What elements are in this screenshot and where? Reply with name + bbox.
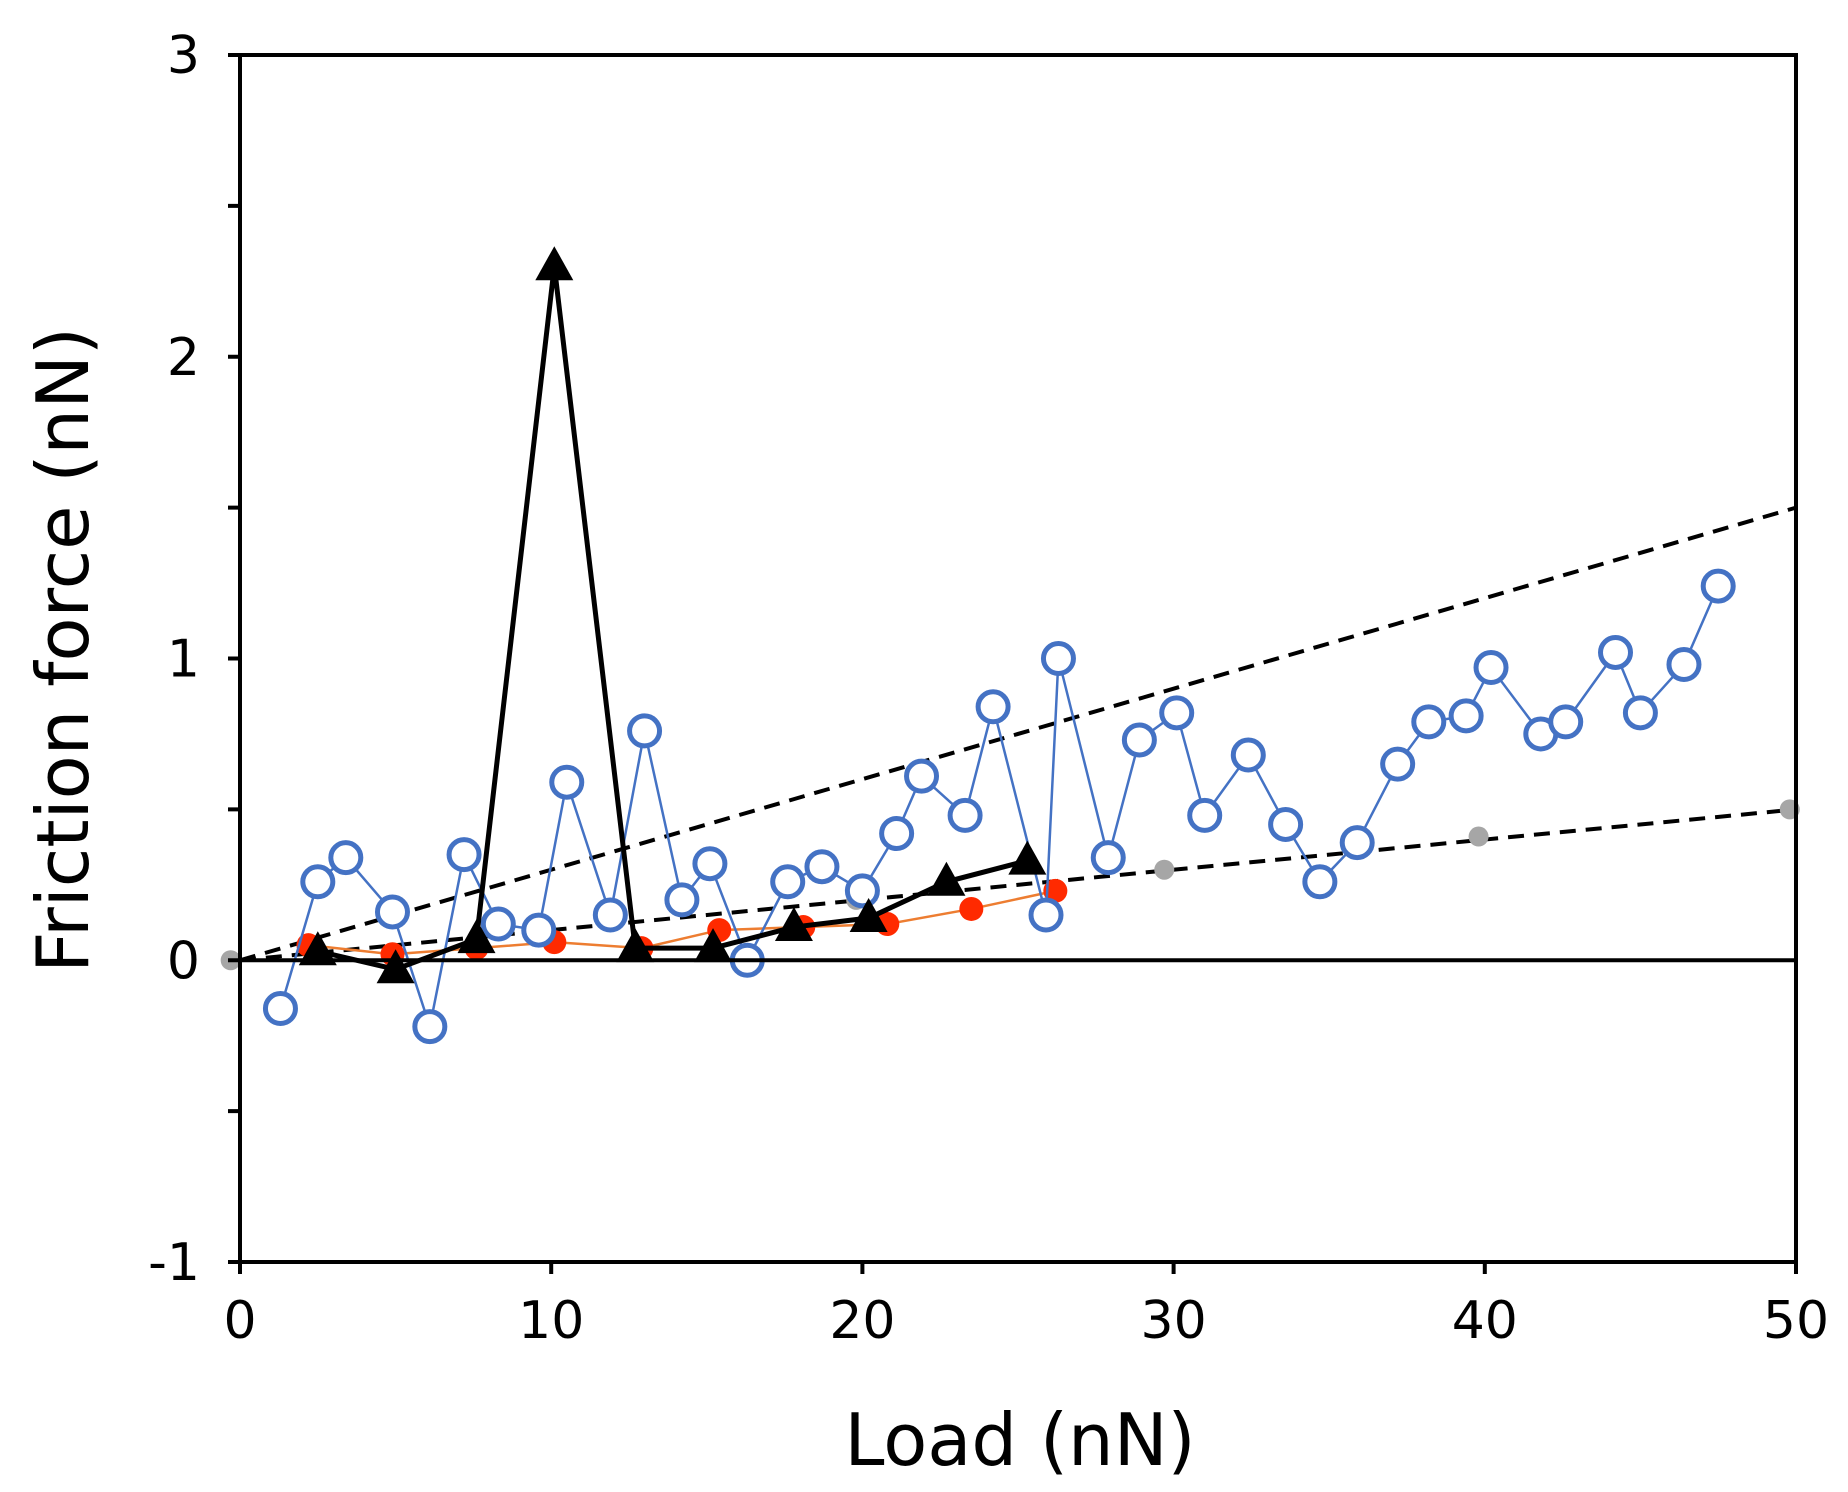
x-tick-label: 0 bbox=[223, 1291, 256, 1351]
blue-open-circle-point bbox=[1187, 797, 1223, 833]
black-triangle-point bbox=[616, 928, 655, 963]
blue-open-circle-point bbox=[1268, 806, 1304, 842]
plot-area bbox=[220, 246, 1800, 1045]
black-triangle-point bbox=[535, 246, 574, 281]
blue-open-circle-point bbox=[1159, 695, 1195, 731]
red-circle-point bbox=[1043, 878, 1068, 903]
y-axis-title: Friction force (nN) bbox=[21, 327, 105, 973]
blue-open-circle-point bbox=[1121, 722, 1157, 758]
blue-open-circle-point bbox=[1411, 704, 1447, 740]
black-triangle-point bbox=[1008, 840, 1047, 875]
y-tick-label: 3 bbox=[167, 26, 200, 86]
blue-open-circle-point bbox=[879, 816, 915, 852]
blue-open-circle-point bbox=[300, 864, 336, 900]
x-tick-label: 20 bbox=[829, 1291, 895, 1351]
blue-open-circle-point bbox=[1448, 698, 1484, 734]
blue-open-circle-point bbox=[664, 882, 700, 918]
blue-open-circle-point bbox=[904, 758, 940, 794]
black-triangle-point bbox=[849, 898, 888, 933]
black-triangle-point bbox=[774, 907, 813, 942]
blue-open-circle-point bbox=[947, 797, 983, 833]
blue-open-circle-point bbox=[446, 837, 482, 873]
blue-open-circle-point bbox=[1548, 704, 1584, 740]
gray-dot-point bbox=[1468, 826, 1489, 847]
blue-open-circle-point bbox=[692, 846, 728, 882]
red-series-line bbox=[308, 889, 1056, 956]
blue-open-circle-point bbox=[549, 764, 585, 800]
blue-open-circle-point bbox=[1666, 647, 1702, 683]
blue-open-circle-point bbox=[1040, 641, 1076, 676]
x-tick-label: 10 bbox=[518, 1291, 584, 1351]
black-triangle-point bbox=[457, 919, 496, 954]
x-tick-label: 40 bbox=[1452, 1291, 1518, 1351]
blue-open-circle-point bbox=[1622, 695, 1658, 731]
black-triangle-point bbox=[298, 931, 337, 966]
blue-open-circle-point bbox=[1302, 864, 1338, 900]
black-series-line bbox=[317, 265, 1028, 972]
black-triangle-point bbox=[376, 949, 415, 984]
blue-open-circle-point bbox=[521, 912, 557, 948]
blue-open-circle-point bbox=[1598, 634, 1634, 670]
plot-frame bbox=[238, 53, 1798, 1264]
blue-open-circle-point bbox=[1339, 825, 1375, 861]
y-tick-label: 0 bbox=[167, 931, 200, 991]
blue-open-circle-point bbox=[262, 991, 298, 1027]
blue-open-circle-point bbox=[627, 713, 663, 749]
gray-dot-point bbox=[1154, 859, 1175, 880]
blue-open-circle-point bbox=[328, 840, 364, 876]
black-triangle-point bbox=[694, 928, 733, 963]
blue-open-circle-point bbox=[1700, 568, 1736, 604]
dashed-fit-steep bbox=[239, 505, 1797, 963]
blue-open-circle-point bbox=[374, 894, 410, 930]
blue-open-circle-point bbox=[480, 906, 516, 942]
x-tick-label: 50 bbox=[1763, 1291, 1829, 1351]
blue-open-circle-point bbox=[1028, 897, 1064, 933]
blue-open-circle-point bbox=[1090, 840, 1126, 876]
blue-open-circle-point bbox=[1380, 746, 1416, 782]
y-tick-label: 2 bbox=[167, 328, 200, 388]
x-axis-title: Load (nN) bbox=[844, 1398, 1195, 1482]
y-tick-label: -1 bbox=[148, 1233, 200, 1293]
y-tick-label: 1 bbox=[167, 630, 200, 690]
blue-open-circle-point bbox=[975, 689, 1011, 725]
blue-open-circle-point bbox=[1230, 737, 1266, 773]
blue-open-circle-point bbox=[592, 897, 628, 933]
blue-open-circle-point bbox=[770, 864, 806, 900]
x-tick-label: 30 bbox=[1141, 1291, 1207, 1351]
black-triangle-point bbox=[927, 861, 966, 896]
blue-open-circle-point bbox=[844, 873, 880, 909]
blue-open-circle-point bbox=[804, 849, 840, 885]
blue-open-circle-point bbox=[412, 1009, 448, 1045]
blue-open-circle-point bbox=[1473, 650, 1509, 686]
red-circle-point bbox=[959, 896, 984, 921]
